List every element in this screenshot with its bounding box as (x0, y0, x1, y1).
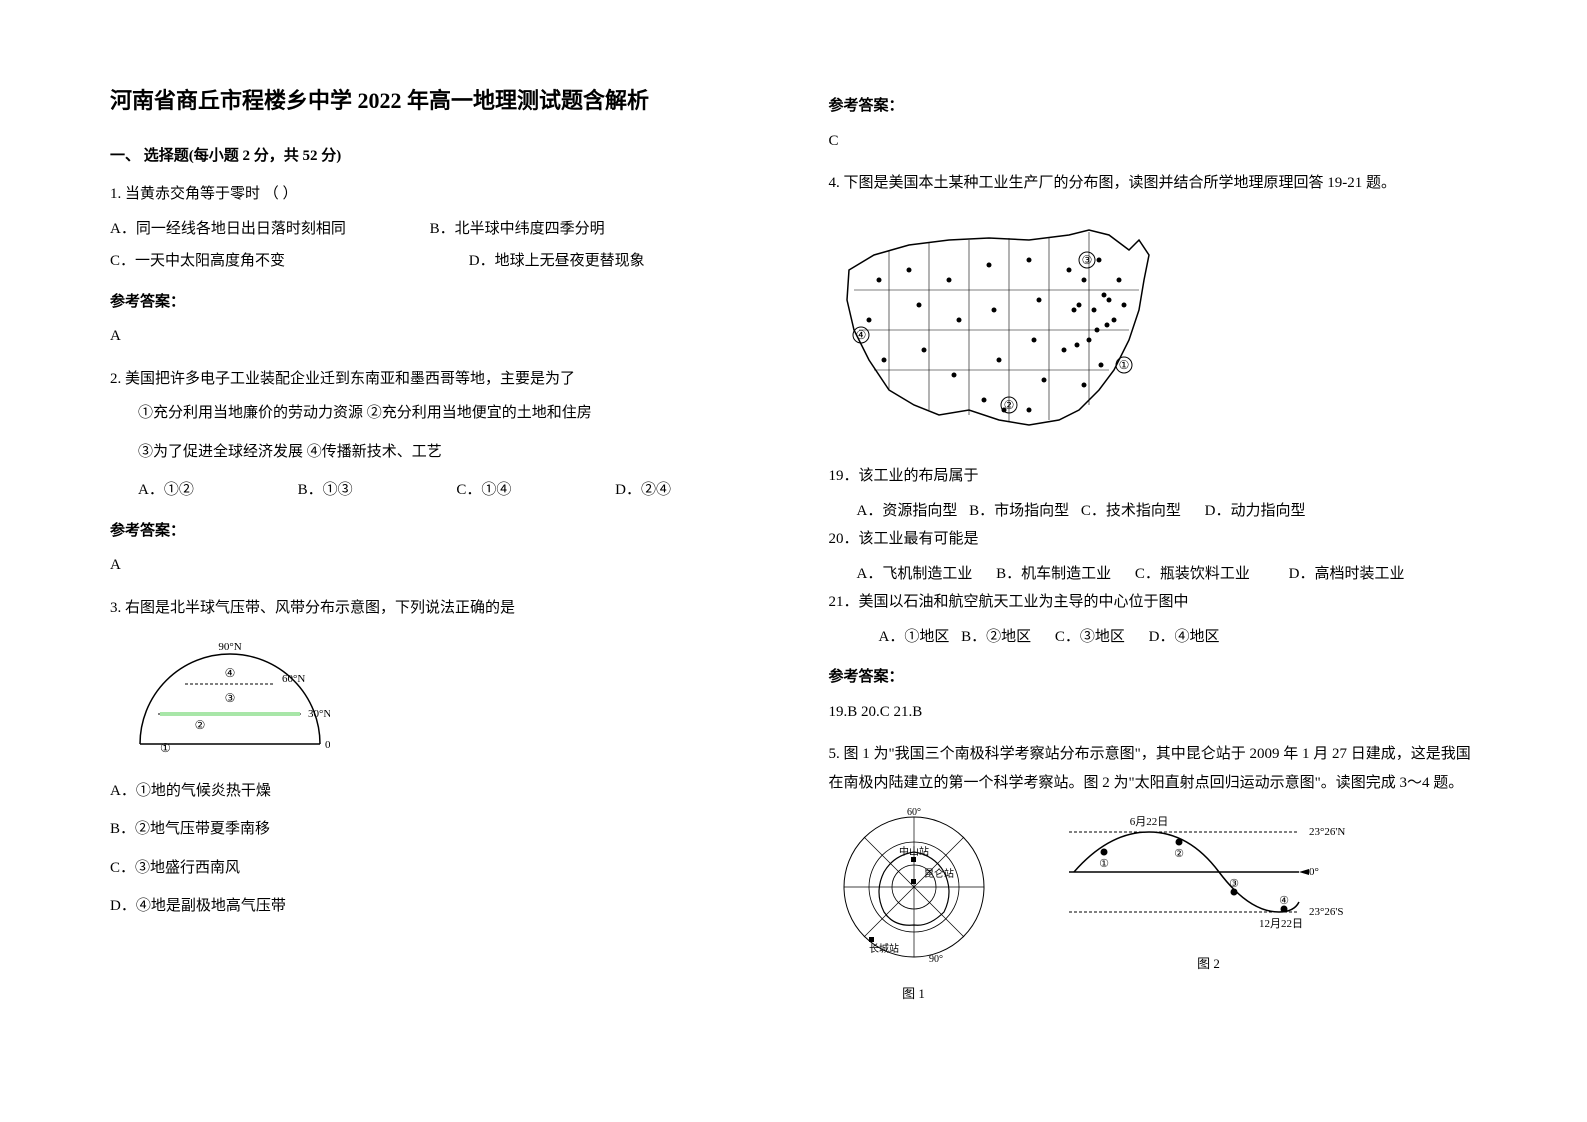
q4-20-opt-c: C．瓶装饮料工业 (1135, 566, 1250, 582)
svg-text:12月22日: 12月22日 (1259, 918, 1303, 930)
q2-text: 2. 美国把许多电子工业装配企业迁到东南亚和墨西哥等地，主要是为了 (110, 365, 759, 394)
svg-text:30°N: 30°N (308, 708, 330, 720)
q2-opt-b: B．①③ (298, 476, 353, 505)
q4-19-opt-a: A．资源指向型 (857, 503, 958, 519)
q3-opt-c: C．③地盛行西南风 (110, 860, 240, 876)
fig1-caption: 图 1 (829, 982, 999, 1007)
svg-text:昆仑站: 昆仑站 (924, 867, 954, 880)
question-1: 1. 当黄赤交角等于零时 （ ） A．同一经线各地日出日落时刻相同 B．北半球中… (110, 180, 759, 351)
q4-20-opt-a: A．飞机制造工业 (857, 566, 973, 582)
q2-opt-d: D．②④ (615, 476, 671, 505)
hemisphere-diagram: ④ ③ ② ① 90°N 60°N 30°N 0° (130, 634, 759, 765)
q1-text: 1. 当黄赤交角等于零时 （ ） (110, 180, 759, 209)
svg-text:②: ② (195, 718, 206, 732)
q4-sub19-text: 19．该工业的布局属于 (829, 462, 1478, 491)
svg-text:②: ② (1174, 848, 1184, 860)
q4-answer-value: 19.B 20.C 21.B (829, 698, 1478, 727)
svg-text:90°N: 90°N (218, 641, 241, 653)
q4-19-opt-d: D．动力指向型 (1205, 503, 1306, 519)
q2-line1: ①充分利用当地廉价的劳动力资源 ②充分利用当地便宜的土地和住房 (110, 399, 759, 428)
q4-21-opt-b: B．②地区 (961, 629, 1031, 645)
svg-text:①: ① (1099, 858, 1109, 870)
question-2: 2. 美国把许多电子工业装配企业迁到东南亚和墨西哥等地，主要是为了 ①充分利用当… (110, 365, 759, 580)
svg-text:①: ① (1118, 358, 1129, 372)
svg-text:23°26'N: 23°26'N (1309, 826, 1345, 838)
svg-text:23°26'S: 23°26'S (1309, 906, 1344, 918)
q2-opt-a: A．①② (138, 476, 194, 505)
svg-text:③: ③ (1081, 253, 1092, 267)
q4-text: 4. 下图是美国本土某种工业生产厂的分布图，读图并结合所学地理原理回答 19-2… (829, 169, 1478, 198)
q2-line2: ③为了促进全球经济发展 ④传播新技术、工艺 (110, 438, 759, 467)
fig2-container: ① ② ③ ④ 6月22日 12月22日 23°26'N 0° 23°26'S … (1059, 807, 1359, 976)
svg-text:0°: 0° (325, 739, 330, 751)
q4-20-opt-d: D．高档时装工业 (1289, 566, 1405, 582)
svg-text:6月22日: 6月22日 (1129, 816, 1168, 828)
q1-opt-d: D．地球上无昼夜更替现象 (469, 247, 645, 276)
svg-text:①: ① (160, 741, 171, 754)
question-3: 3. 右图是北半球气压带、风带分布示意图，下列说法正确的是 ④ ③ ② ① 90… (110, 594, 759, 921)
page-title: 河南省商丘市程楼乡中学 2022 年高一地理测试题含解析 (110, 80, 759, 122)
question-4: 4. 下图是美国本土某种工业生产厂的分布图，读图并结合所学地理原理回答 19-2… (829, 169, 1478, 726)
svg-text:中山站: 中山站 (899, 845, 929, 858)
svg-text:90°: 90° (929, 954, 943, 965)
us-map-diagram: ① ② ③ ④ (829, 210, 1478, 451)
q1-opt-a: A．同一经线各地日出日落时刻相同 (110, 215, 346, 244)
svg-text:②: ② (1003, 398, 1014, 412)
q4-19-opt-b: B．市场指向型 (969, 503, 1069, 519)
q1-opt-b: B．北半球中纬度四季分明 (430, 215, 605, 244)
q3-answer-label: 参考答案： (829, 92, 1478, 121)
q2-answer-label: 参考答案： (110, 517, 759, 546)
fig2-caption: 图 2 (1059, 952, 1359, 977)
q3-opt-d: D．④地是副极地高气压带 (110, 898, 286, 914)
section-header: 一、 选择题(每小题 2 分，共 52 分) (110, 142, 759, 171)
q5-text: 5. 图 1 为"我国三个南极科学考察站分布示意图"，其中昆仑站于 2009 年… (829, 740, 1478, 797)
svg-text:④: ④ (225, 666, 236, 680)
svg-text:60°N: 60°N (282, 673, 305, 685)
q4-20-opt-b: B．机车制造工业 (996, 566, 1111, 582)
q1-answer-label: 参考答案： (110, 288, 759, 317)
fig1-container: 中山站 昆仑站 长城站 60° 90° 图 1 (829, 807, 999, 1006)
question-5: 5. 图 1 为"我国三个南极科学考察站分布示意图"，其中昆仑站于 2009 年… (829, 740, 1478, 1006)
svg-text:0°: 0° (1309, 866, 1319, 878)
svg-text:④: ④ (855, 328, 866, 342)
q3-opt-b: B．②地气压带夏季南移 (110, 821, 270, 837)
q4-21-opt-d: D．④地区 (1149, 629, 1220, 645)
q1-opt-c: C．一天中太阳高度角不变 (110, 247, 285, 276)
q3-answer-value: C (829, 127, 1478, 156)
svg-text:长城站: 长城站 (869, 942, 899, 955)
svg-text:③: ③ (1229, 878, 1239, 890)
q4-sub21-text: 21．美国以石油和航空航天工业为主导的中心位于图中 (829, 588, 1478, 617)
q3-opt-a: A．①地的气候炎热干燥 (110, 783, 271, 799)
q4-sub20-text: 20．该工业最有可能是 (829, 525, 1478, 554)
q4-21-opt-a: A．①地区 (879, 629, 950, 645)
svg-text:60°: 60° (907, 807, 921, 818)
q2-opt-c: C．①④ (456, 476, 511, 505)
q4-21-opt-c: C．③地区 (1055, 629, 1125, 645)
svg-text:④: ④ (1279, 895, 1289, 907)
q4-19-opt-c: C．技术指向型 (1081, 503, 1181, 519)
q4-answer-label: 参考答案： (829, 663, 1478, 692)
q2-answer-value: A (110, 551, 759, 580)
svg-text:③: ③ (225, 691, 236, 705)
q1-answer-value: A (110, 322, 759, 351)
q3-text: 3. 右图是北半球气压带、风带分布示意图，下列说法正确的是 (110, 594, 759, 623)
